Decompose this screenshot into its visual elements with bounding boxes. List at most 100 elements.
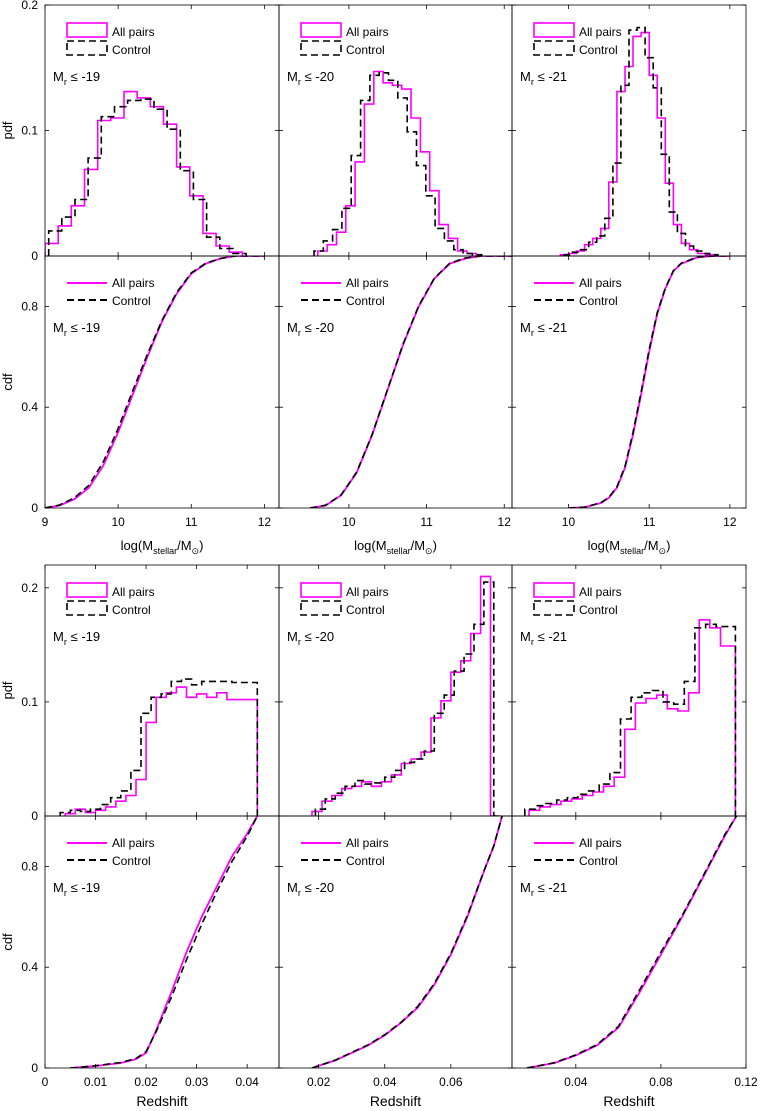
x-tick-label: 0.02	[307, 1075, 331, 1089]
x-axis-label: Redshift	[370, 1093, 421, 1109]
pdf-all-pairs-step	[559, 31, 715, 256]
cdf-panel: All pairs Control Mr ≤ -20	[278, 815, 513, 1069]
axes-frame	[278, 815, 513, 1069]
legend-control-label: Control	[579, 854, 618, 868]
legend-all-pairs-swatch	[300, 582, 342, 598]
legend-all-pairs-label: All pairs	[579, 276, 622, 290]
legend-all-pairs-label: All pairs	[112, 585, 155, 599]
legend-all-pairs-swatch	[533, 22, 575, 38]
x-tick-label: 0.06	[439, 1075, 463, 1089]
y-tick-label: 0.8	[21, 299, 38, 313]
axes-frame	[278, 4, 513, 257]
x-tick-label: 11	[643, 515, 656, 529]
y-axis-label: pdf	[0, 681, 15, 699]
plot-area	[311, 575, 501, 816]
magnitude-cut-label: Mr ≤ -19	[53, 320, 100, 338]
plot-area	[313, 70, 483, 256]
y-tick-label: 0	[31, 1061, 38, 1075]
axes-frame	[44, 4, 280, 257]
axes-frame	[511, 255, 747, 509]
magnitude-cut-label: Mr ≤ -21	[520, 629, 567, 647]
y-tick-label: 0.2	[21, 581, 38, 595]
x-axis-label: log(Mstellar/M⊙)	[354, 538, 437, 556]
axes-frame	[278, 564, 513, 817]
legend-all-pairs-swatch	[66, 582, 108, 598]
x-axis-label: Redshift	[603, 1093, 654, 1109]
x-axis-label: log(Mstellar/M⊙)	[121, 538, 204, 556]
y-tick-label: 0.1	[21, 124, 38, 138]
cdf-panel: All pairs Control Mr ≤ -21	[511, 255, 747, 509]
legend-all-pairs-label: All pairs	[112, 836, 155, 850]
plot-area	[45, 90, 247, 256]
plot-area	[568, 256, 730, 508]
legend-all-pairs-label: All pairs	[346, 276, 389, 290]
x-tick-label: 0.04	[235, 1075, 259, 1089]
legend-control-swatch	[533, 40, 575, 56]
axes-frame	[44, 815, 280, 1069]
pdf-all-pairs-step	[45, 90, 244, 256]
legend-control-label: Control	[346, 854, 385, 868]
axes-frame	[44, 255, 280, 509]
pdf-control-step	[313, 72, 483, 256]
axes-frame	[278, 255, 513, 509]
magnitude-cut-label: Mr ≤ -20	[287, 69, 334, 87]
cdf-panel: All pairs Control Mr ≤ -21	[511, 815, 747, 1069]
cdf-all-pairs-line	[311, 816, 503, 1068]
cdf-all-pairs-line	[526, 816, 738, 1068]
x-axis-label: Redshift	[136, 1093, 187, 1109]
cdf-all-pairs-line	[45, 256, 265, 508]
y-tick-label: 0	[31, 809, 38, 823]
legend-control-label: Control	[112, 294, 151, 308]
cdf-control-line	[568, 256, 730, 508]
y-tick-label: 0.2	[21, 0, 38, 12]
pdf-control-step	[59, 678, 259, 816]
x-tick-label: 0.04	[373, 1075, 397, 1089]
axes-frame	[44, 564, 280, 817]
x-tick-label: 10	[342, 515, 356, 529]
legend-control-swatch	[300, 600, 342, 616]
x-tick-label: 12	[723, 515, 737, 529]
x-axis-label: log(Mstellar/M⊙)	[588, 538, 671, 556]
plot-area	[59, 678, 259, 816]
x-tick-label: 9	[42, 515, 49, 529]
legend-control-swatch	[300, 40, 342, 56]
pdf-all-pairs-step	[64, 686, 259, 816]
plot-area	[311, 816, 503, 1068]
magnitude-cut-label: Mr ≤ -19	[53, 629, 100, 647]
y-tick-label: 0.4	[21, 960, 38, 974]
pdf-panel: All pairs Control Mr ≤ -20	[278, 4, 513, 257]
x-tick-label: 12	[258, 515, 272, 529]
legend-control-label: Control	[579, 294, 618, 308]
x-tick-label: 0.04	[564, 1075, 588, 1089]
plot-area	[309, 256, 512, 508]
magnitude-cut-label: Mr ≤ -21	[520, 880, 567, 898]
pdf-panel: All pairs Control Mr ≤ -21	[511, 4, 747, 257]
legend-control-swatch	[66, 40, 108, 56]
cdf-control-line	[45, 256, 265, 508]
cdf-panel: 0 0.4 0.8 cdf All pairs Control Mr ≤ -19	[0, 255, 280, 515]
plot-area	[70, 816, 259, 1068]
y-axis-label: pdf	[0, 121, 15, 139]
legend-all-pairs-label: All pairs	[112, 25, 155, 39]
y-tick-label: 0	[31, 501, 38, 515]
pdf-all-pairs-step	[528, 619, 737, 816]
magnitude-cut-label: Mr ≤ -19	[53, 880, 100, 898]
plot-area	[45, 256, 265, 508]
y-axis-label: cdf	[0, 373, 15, 391]
legend-control-label: Control	[579, 603, 618, 617]
magnitude-cut-label: Mr ≤ -20	[287, 880, 334, 898]
pdf-panel: All pairs Control Mr ≤ -20	[278, 564, 513, 817]
legend-control-label: Control	[346, 43, 385, 57]
pdf-control-step	[47, 98, 247, 256]
cdf-all-pairs-line	[309, 256, 512, 508]
x-tick-label: 11	[185, 515, 198, 529]
legend-control-label: Control	[579, 43, 618, 57]
x-tick-label: 10	[562, 515, 576, 529]
x-tick-label: 0.03	[185, 1075, 209, 1089]
legend-all-pairs-label: All pairs	[112, 276, 155, 290]
x-tick-label: 10	[111, 515, 125, 529]
pdf-control-step	[563, 26, 719, 256]
legend-control-label: Control	[112, 43, 151, 57]
x-tick-label: 0.02	[134, 1075, 158, 1089]
